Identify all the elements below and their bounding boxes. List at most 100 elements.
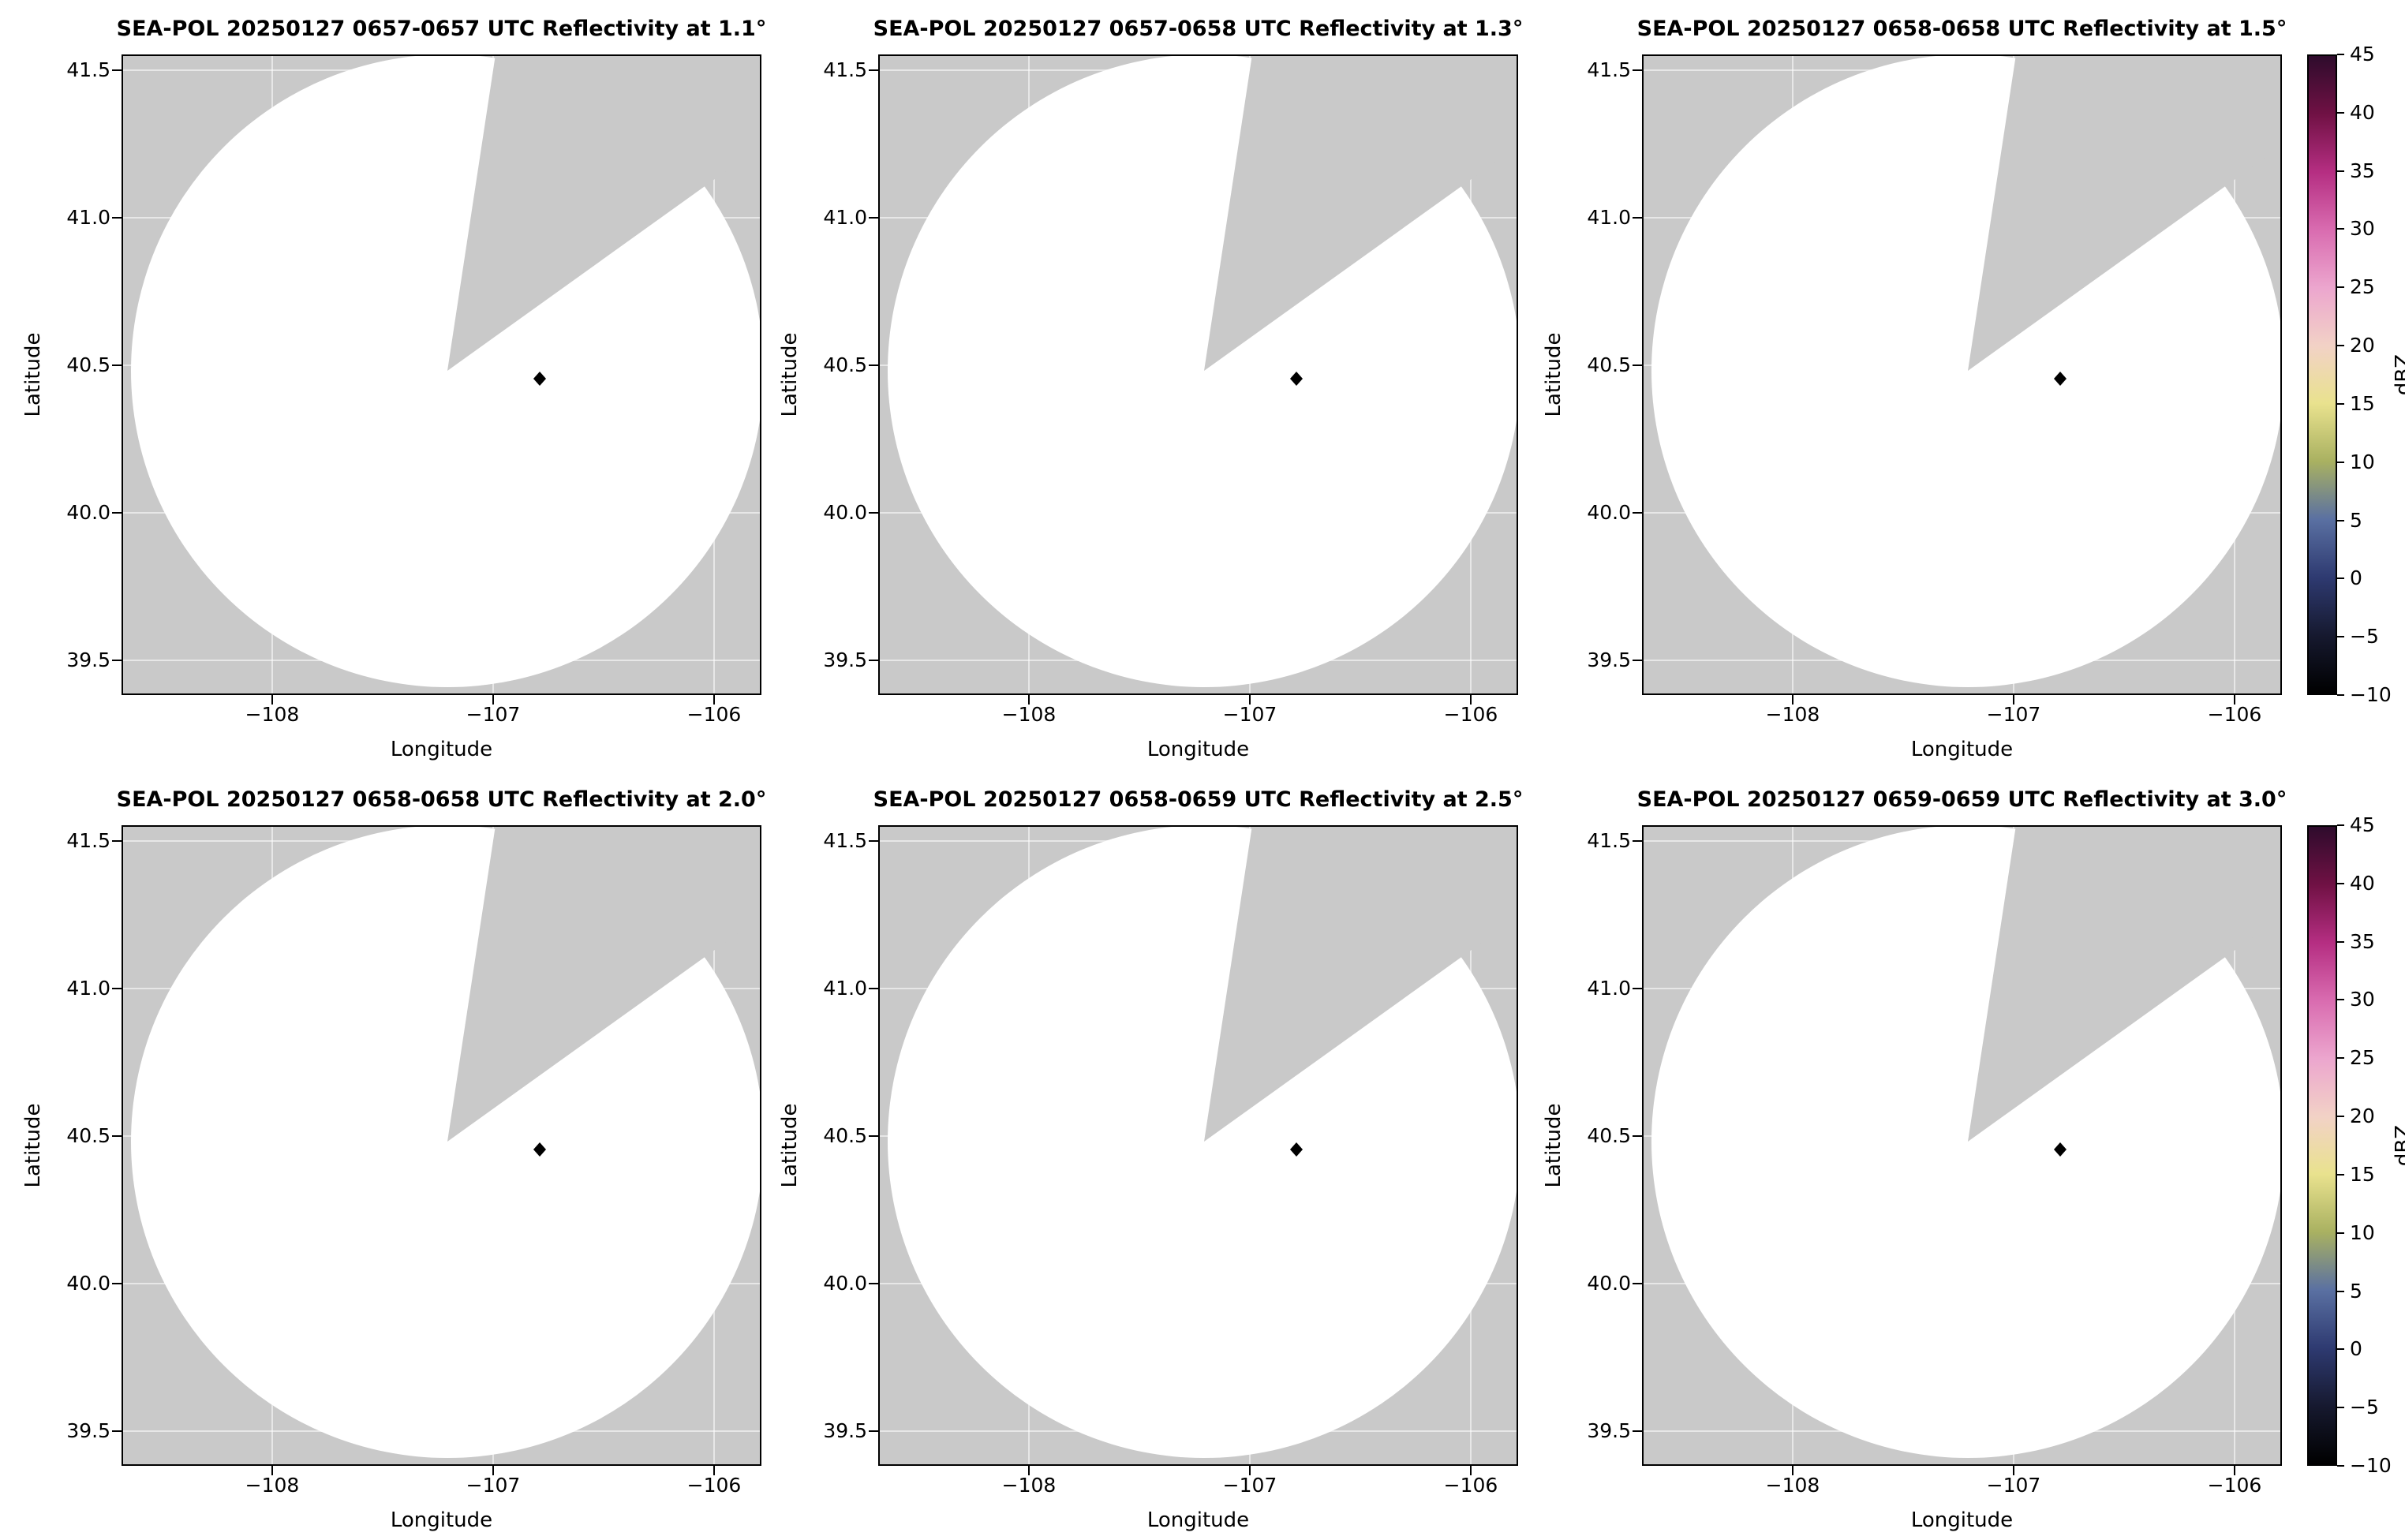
colorbar-tick [2337,54,2344,55]
colorbar-units-label: dBZ [2392,353,2405,396]
colorbar-units-label: dBZ [2392,1124,2405,1167]
x-tick-label: −108 [1765,1474,1820,1497]
x-tick-label: −107 [466,703,521,726]
plot-title: SEA-POL 20250127 0657-0657 UTC Reflectiv… [116,17,767,41]
y-tick-label: 40.0 [1587,1272,1631,1295]
y-tick-label: 41.0 [1587,206,1631,229]
axes-area [122,54,761,695]
colorbar-tick-label: 30 [2350,217,2375,240]
x-axis-label: Longitude [1146,738,1250,761]
x-tick-label: −108 [1001,1474,1057,1497]
plot-title: SEA-POL 20250127 0658-0659 UTC Reflectiv… [873,787,1524,812]
y-tick-label: 41.5 [1587,58,1631,81]
axes-area [878,825,1518,1466]
subplot-3: SEA-POL 20250127 0658-0658 UTC Reflectiv… [1542,54,2282,761]
colorbar-tick [2337,824,2344,826]
y-tick-label: 40.5 [66,353,110,376]
x-tick-label: −107 [1986,1474,2041,1497]
y-tick-label: 40.0 [823,501,867,524]
colorbar-tick-label: −5 [2350,625,2379,648]
x-axis-label: Longitude [1910,738,2014,761]
y-tick-label: 39.5 [66,649,110,671]
colorbar-tick-label: 20 [2350,334,2375,357]
axes-area [122,825,761,1466]
axes-area [1642,825,2282,1466]
x-axis-label: Longitude [390,738,493,761]
plot-title: SEA-POL 20250127 0658-0658 UTC Reflectiv… [1636,17,2287,41]
y-tick-label: 39.5 [1587,1419,1631,1442]
y-tick-label: 40.0 [66,1272,110,1295]
colorbar-tick [2337,636,2344,637]
colorbar-row-2: 45 40 35 30 25 20 15 10 5 0 −5 −10 dBZ [2307,813,2405,1477]
colorbar-tick [2337,1057,2344,1059]
colorbar-tick-label: 0 [2350,1337,2362,1360]
x-tick-label: −106 [686,703,742,726]
x-tick-label: −107 [1222,1474,1277,1497]
y-tick-label: 41.5 [823,58,867,81]
x-tick-label: −106 [2207,703,2262,726]
x-tick-label: −106 [686,1474,742,1497]
y-tick-label: 39.5 [1587,649,1631,671]
colorbar-tick [2337,999,2344,1000]
axes-area [1642,54,2282,695]
y-tick-label: 41.0 [1587,977,1631,1000]
colorbar-tick-label: 10 [2350,1221,2375,1244]
y-tick-label: 41.5 [823,829,867,852]
y-tick-label: 40.5 [1587,1124,1631,1147]
x-tick-label: −106 [1443,1474,1498,1497]
x-axis-label: Longitude [390,1508,493,1532]
y-tick-label: 40.5 [823,353,867,376]
colorbar-tick-label: 25 [2350,1046,2375,1069]
y-tick-label: 40.5 [66,1124,110,1147]
colorbar-tick-label: 15 [2350,1163,2375,1186]
x-tick-label: −107 [1986,703,2041,726]
colorbar-tick [2337,228,2344,230]
colorbar-tick [2337,403,2344,405]
colorbar-tick [2337,1174,2344,1176]
plot-title: SEA-POL 20250127 0659-0659 UTC Reflectiv… [1636,787,2287,812]
colorbar-tick [2337,462,2344,463]
colorbar-tick-label: 10 [2350,450,2375,473]
colorbar-tick [2337,1465,2344,1467]
colorbar-tick [2337,694,2344,696]
y-tick-label: 41.0 [823,977,867,1000]
colorbar-tick-label: −5 [2350,1396,2379,1419]
colorbar-tick [2337,883,2344,884]
y-tick-label: 39.5 [66,1419,110,1442]
colorbar-tick-label: −10 [2350,1454,2392,1477]
colorbar-tick [2337,170,2344,172]
colorbar-tick-label: 25 [2350,275,2375,298]
colorbar-tick [2337,578,2344,579]
x-tick-label: −107 [1222,703,1277,726]
colorbar-tick-label: 45 [2350,813,2375,836]
colorbar-tick-label: 40 [2350,101,2375,124]
y-tick-label: 40.5 [1587,353,1631,376]
colorbar-tick-label: 35 [2350,930,2375,953]
axes-area [878,54,1518,695]
x-tick-label: −106 [2207,1474,2262,1497]
colorbar-tick [2337,1232,2344,1234]
colorbar-tick [2337,345,2344,346]
colorbar-tick-label: 30 [2350,988,2375,1011]
colorbar-tick-label: 15 [2350,392,2375,415]
subplot-5: SEA-POL 20250127 0658-0659 UTC Reflectiv… [778,825,1518,1532]
subplot-6: SEA-POL 20250127 0659-0659 UTC Reflectiv… [1542,825,2282,1532]
y-tick-label: 41.0 [823,206,867,229]
x-axis-label: Longitude [1146,1508,1250,1532]
y-tick-label: 39.5 [823,1419,867,1442]
colorbar-tick-label: 20 [2350,1105,2375,1127]
y-tick-label: 41.0 [66,977,110,1000]
colorbar-tick-label: 5 [2350,1280,2362,1303]
colorbar-gradient [2307,54,2337,695]
colorbar-tick-label: 35 [2350,159,2375,182]
colorbar-tick [2337,1291,2344,1292]
subplot-2: SEA-POL 20250127 0657-0658 UTC Reflectiv… [778,54,1518,761]
colorbar-gradient [2307,825,2337,1466]
colorbar-tick-label: 40 [2350,872,2375,895]
x-tick-label: −108 [1765,703,1820,726]
y-tick-label: 40.0 [1587,501,1631,524]
x-axis-label: Longitude [1910,1508,2014,1532]
y-tick-label: 41.5 [66,829,110,852]
colorbar-tick-label: −10 [2350,683,2392,706]
